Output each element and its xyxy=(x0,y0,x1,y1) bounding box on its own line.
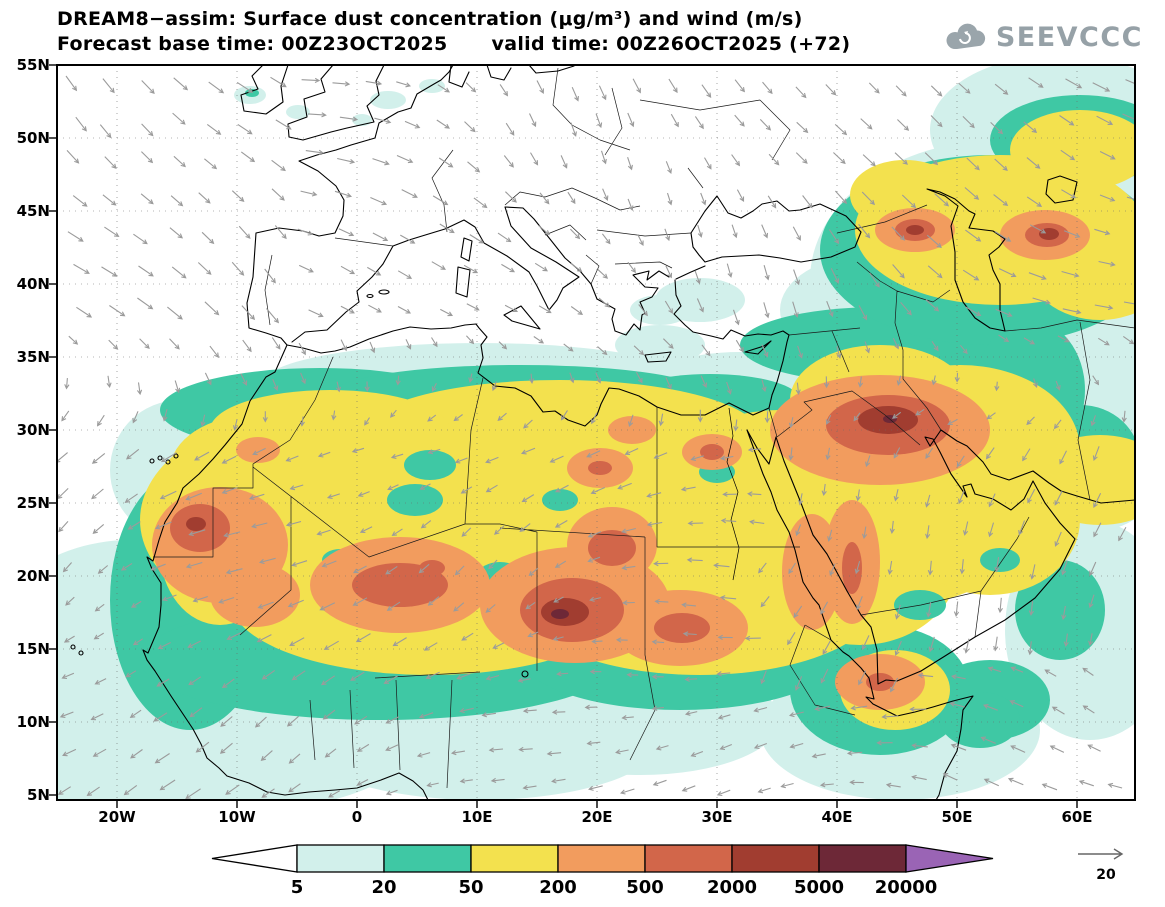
lon-tick-label: 20E xyxy=(581,808,612,826)
base-time-label: Forecast base time: 00Z23OCT2025 xyxy=(57,33,448,55)
colorbar-label: 50 xyxy=(458,877,483,898)
wind-reference-legend: 20 xyxy=(1078,848,1124,883)
lon-tick-label: 60E xyxy=(1061,808,1092,826)
colorbar-legend: 5 20 50 200 500 2000 5000 20000 xyxy=(211,844,994,898)
lat-tick-label: 45N xyxy=(17,202,50,220)
axis-ticks xyxy=(49,64,1078,808)
lon-tick-label: 50E xyxy=(941,808,972,826)
coastline-europe-atlantic xyxy=(240,65,575,346)
page-title: DREAM8−assim: Surface dust concentration… xyxy=(57,8,803,30)
lat-tick-label: 25N xyxy=(17,494,50,512)
coastline-turkey-levant-northafrica xyxy=(286,279,790,427)
colorbar-segment xyxy=(557,844,646,873)
coastline-redsea-arabia-gulf xyxy=(746,429,1135,800)
valid-time-label: valid time: 00Z26OCT2025 (+72) xyxy=(491,33,851,55)
colorbar-right-arrow xyxy=(905,844,994,873)
map-frame xyxy=(56,64,1136,801)
seevccc-logo: SEEVCCC xyxy=(943,22,1143,53)
colorbar-label: 2000 xyxy=(707,877,757,898)
lat-tick-label: 55N xyxy=(17,56,50,74)
lat-tick-label: 50N xyxy=(17,129,50,147)
lon-tick-label: 10W xyxy=(218,808,256,826)
colorbar-segment xyxy=(470,844,559,873)
colorbar-left-arrow xyxy=(211,844,298,873)
dust-holes-20-50 xyxy=(322,450,1020,620)
lon-tick-label: 20W xyxy=(98,808,136,826)
small-islands xyxy=(70,289,529,678)
lat-tick-label: 30N xyxy=(17,421,50,439)
forecast-times: Forecast base time: 00Z23OCT2025 valid ti… xyxy=(57,33,850,55)
longitude-axis: 20W 10W 0 10E 20E 30E 40E 50E 60E xyxy=(98,808,1092,826)
lat-tick-label: 15N xyxy=(17,640,50,658)
lon-tick-label: 30E xyxy=(701,808,732,826)
coastline-blacksea xyxy=(690,195,862,263)
colorbar-segment xyxy=(818,844,907,873)
latitude-axis: 55N 50N 45N 40N 35N 30N 25N 20N 15N 10N 5N xyxy=(17,56,50,804)
nile-river xyxy=(726,407,740,581)
islands xyxy=(455,237,772,363)
lat-tick-label: 40N xyxy=(17,275,50,293)
wind-reference-arrow xyxy=(1078,848,1124,860)
coastline-africa-atlantic xyxy=(142,344,429,800)
colorbar-label: 200 xyxy=(539,877,577,898)
coastline-mediterranean-north xyxy=(291,206,706,343)
colorbar-label: 20000 xyxy=(875,877,938,898)
colorbar-label: 500 xyxy=(626,877,664,898)
lat-tick-label: 20N xyxy=(17,567,50,585)
colorbar-label: 20 xyxy=(371,877,396,898)
lon-tick-label: 40E xyxy=(821,808,852,826)
colorbar-segment xyxy=(296,844,385,873)
wind-arrow-field xyxy=(57,75,1135,800)
lat-tick-label: 5N xyxy=(27,786,50,804)
seevccc-cloud-icon xyxy=(946,23,985,49)
lat-tick-label: 35N xyxy=(17,348,50,366)
wind-reference-value: 20 xyxy=(1096,867,1116,883)
colorbar-label: 5000 xyxy=(794,877,844,898)
colorbar-label: 5 xyxy=(291,877,304,898)
lon-tick-label: 10E xyxy=(461,808,492,826)
colorbar-segment xyxy=(383,844,472,873)
colorbar-segment xyxy=(731,844,820,873)
map-inner xyxy=(57,65,1135,800)
colorbar-segment xyxy=(644,844,733,873)
coastline-caspian-aral xyxy=(926,175,1078,332)
lon-tick-label: 0 xyxy=(352,808,362,826)
seevccc-logo-text: SEEVCCC xyxy=(995,22,1143,53)
lat-tick-label: 10N xyxy=(17,713,50,731)
